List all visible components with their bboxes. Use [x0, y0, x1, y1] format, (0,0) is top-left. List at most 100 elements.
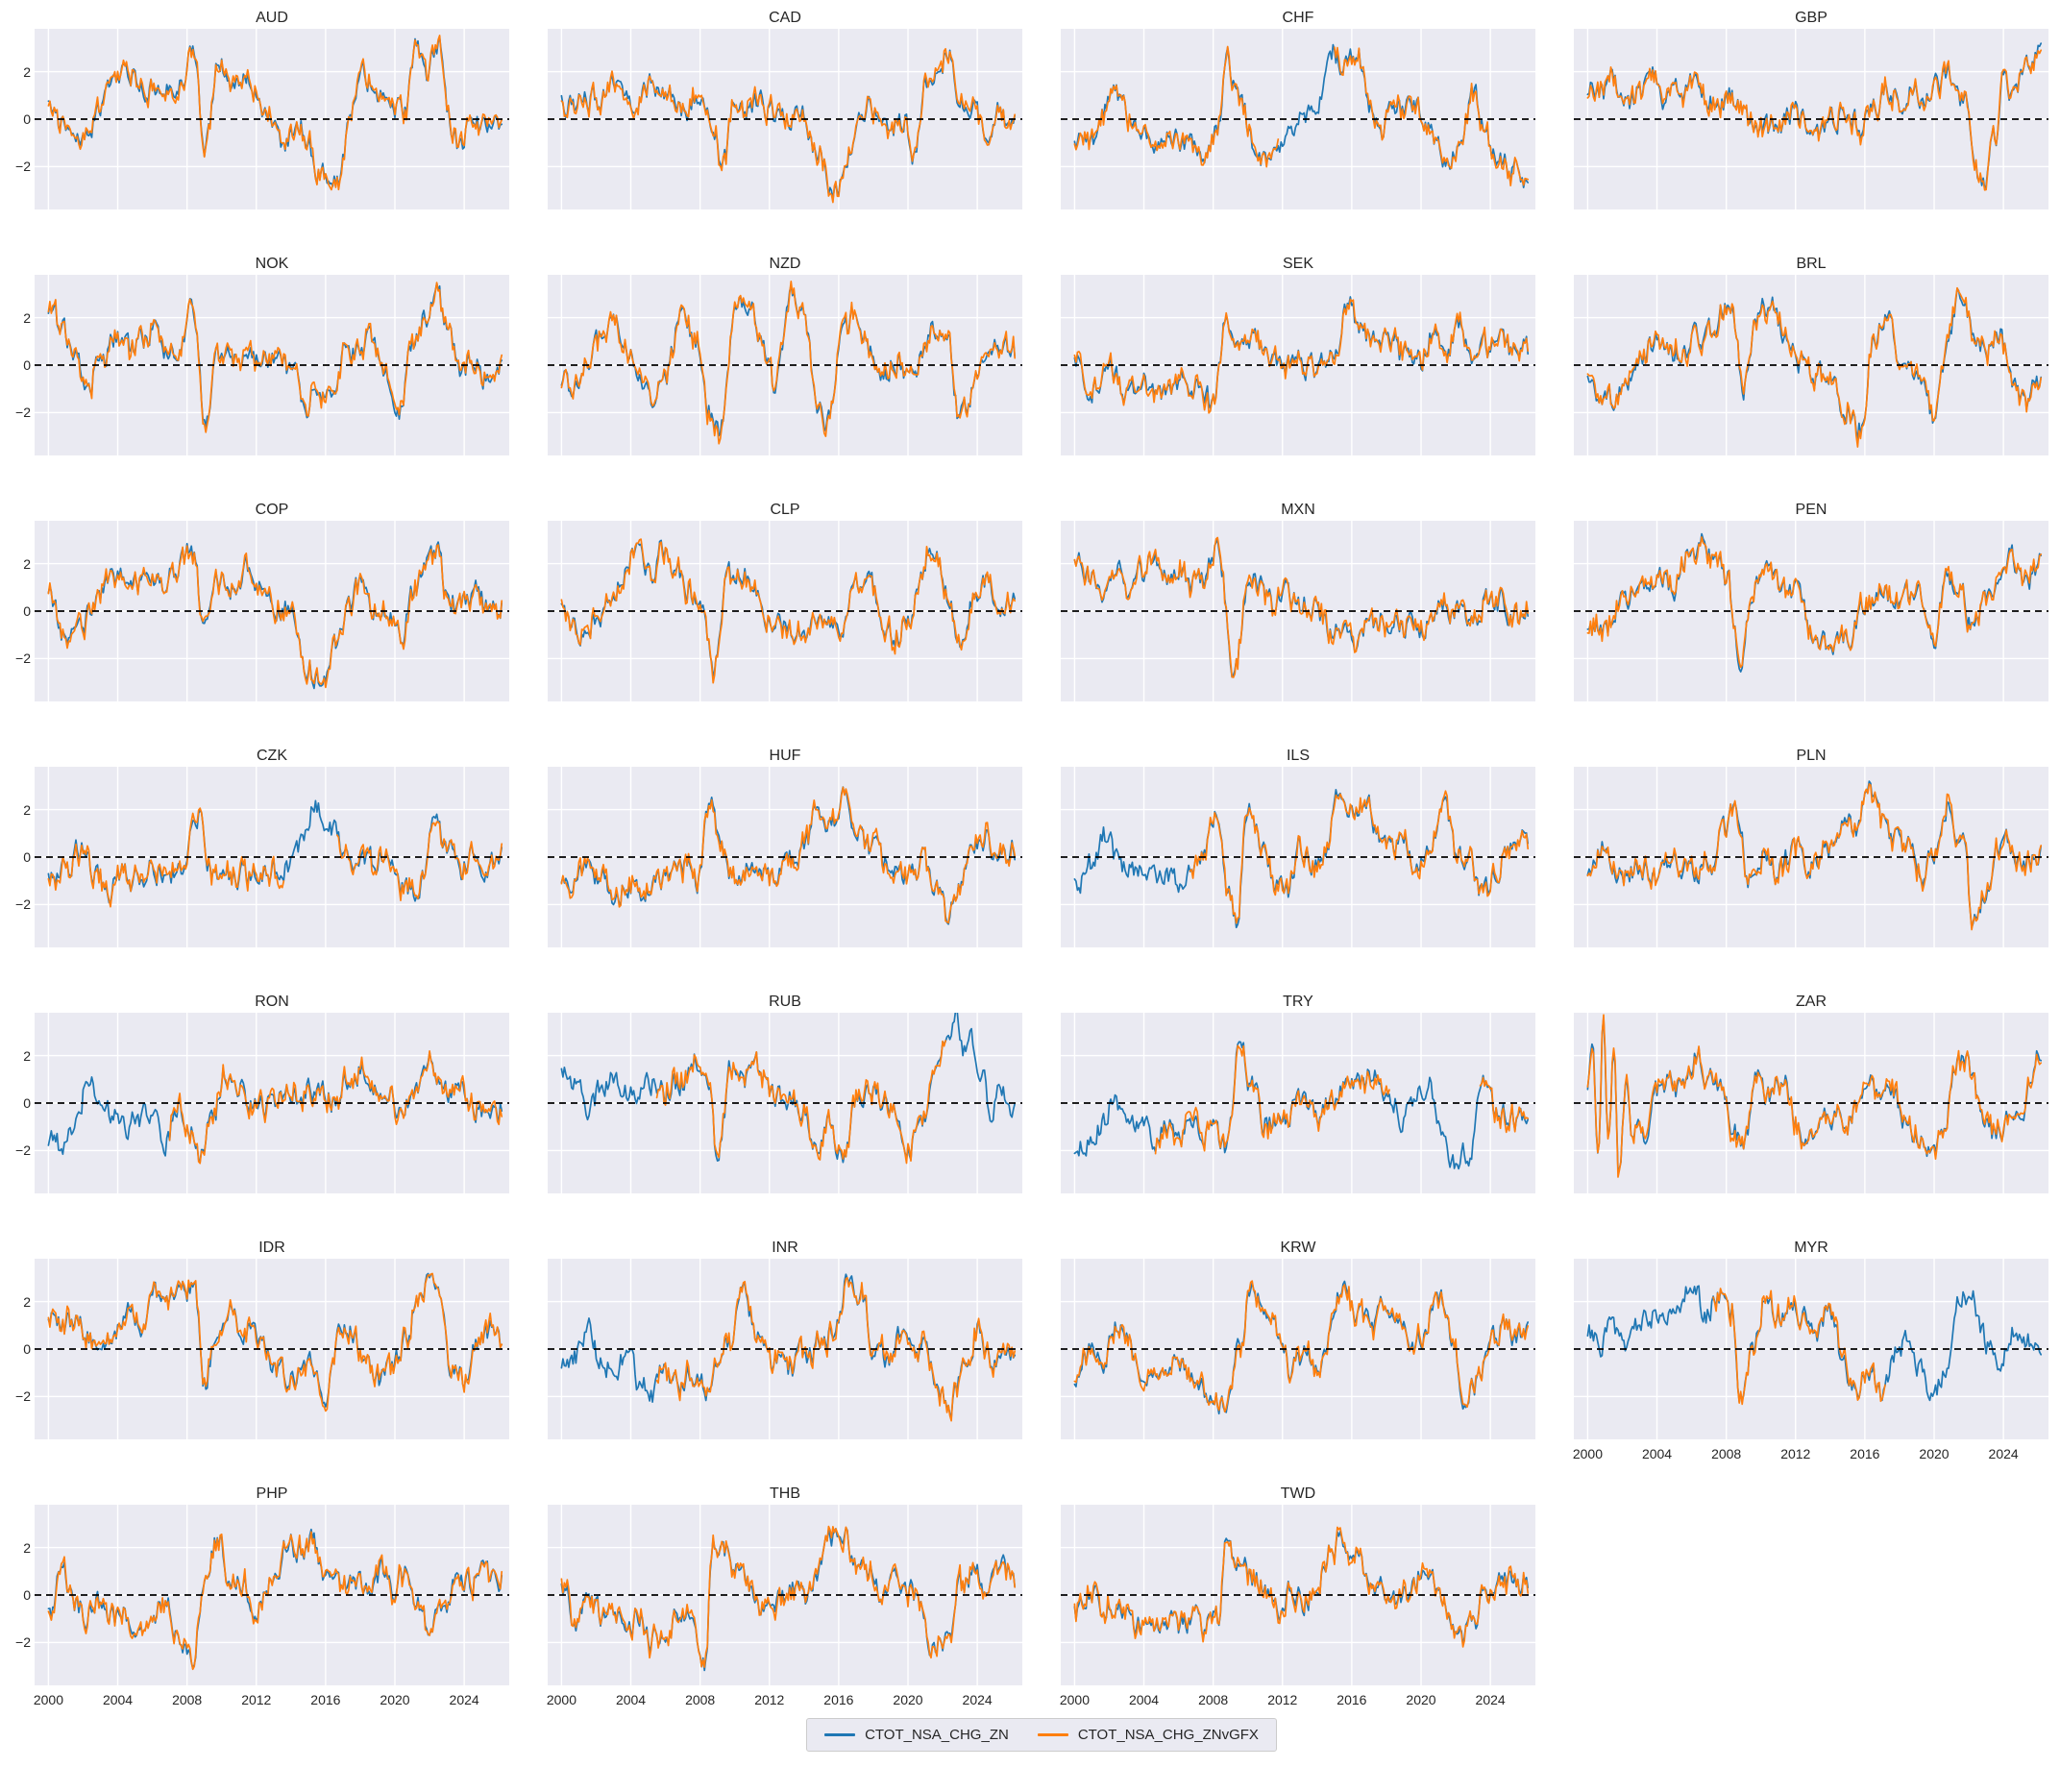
panel-myr: MYR 2000 2004 2008 2012 2016 2020 2024	[1573, 1238, 2048, 1461]
inr-plot-area	[548, 1259, 1022, 1439]
y-tick-label: 2	[23, 801, 31, 818]
y-tick-label: −2	[15, 896, 31, 913]
panel-zar: ZAR	[1574, 992, 2048, 1193]
panel-pln: PLN	[1574, 746, 2048, 947]
x-axis-ticks: 2000 2004 2008 2012 2016 2020 2024	[1573, 1439, 2048, 1462]
zngfx-line-swatch	[1037, 1733, 1068, 1736]
sek-chart	[1061, 275, 1535, 455]
panel-title-php: PHP	[256, 1485, 288, 1502]
x-tick-label: 2004	[102, 1692, 134, 1707]
panel-title-clp: CLP	[770, 502, 800, 518]
panel-krw: KRW	[1061, 1238, 1535, 1439]
panel-thb: THB 2000 2004 2008 2012 2016 2020 2024	[547, 1484, 1022, 1707]
y-tick-label: 2	[23, 1293, 31, 1310]
x-tick-label: 2000	[1059, 1692, 1090, 1707]
panel-huf: HUF	[548, 746, 1022, 947]
panel-ils: ILS	[1061, 746, 1535, 947]
x-tick-label: 2024	[962, 1692, 993, 1707]
x-axis-ticks: 2000 2004 2008 2012 2016 2020 2024	[33, 1685, 509, 1708]
krw-plot-area	[1061, 1259, 1535, 1439]
legend-item-zngfx: CTOT_NSA_CHG_ZNvGFX	[1037, 1727, 1259, 1743]
gbp-plot-area	[1574, 29, 2048, 209]
zar-plot-area	[1574, 1013, 2048, 1193]
pen-chart	[1574, 521, 2048, 701]
panel-twd: TWD 2000 2004 2008 2012 2016 2020 2024	[1060, 1484, 1535, 1707]
x-tick-label: 2012	[754, 1692, 785, 1707]
cop-chart	[35, 521, 509, 701]
cop-plot-area: 2 0 −2	[15, 521, 509, 701]
gbp-chart	[1574, 29, 2048, 209]
php-chart	[35, 1505, 509, 1685]
panel-title-nok: NOK	[255, 256, 289, 272]
huf-chart	[548, 767, 1022, 947]
ron-plot-area: 2 0 −2	[15, 1013, 509, 1193]
panel-title-brl: BRL	[1796, 256, 1827, 272]
sek-plot-area	[1061, 275, 1535, 455]
panel-inr: INR	[548, 1238, 1022, 1439]
panel-title-gbp: GBP	[1795, 10, 1827, 26]
x-tick-label: 2008	[685, 1692, 716, 1707]
czk-chart	[35, 767, 509, 947]
inr-chart	[548, 1259, 1022, 1439]
x-tick-label: 2004	[1641, 1446, 1673, 1461]
panel-idr: IDR 2 0 −2	[15, 1238, 509, 1439]
huf-plot-area	[548, 767, 1022, 947]
y-tick-label: 2	[23, 1539, 31, 1556]
chf-chart	[1061, 29, 1535, 209]
subplot-grid: AUD 2 0 −2 CAD CHF GBP NOK 2 0 −2 NZD SEK BRL COP 2 0 −2 C…	[15, 8, 2048, 1707]
panel-brl: BRL	[1574, 254, 2048, 455]
panel-clp: CLP	[548, 500, 1022, 701]
panel-title-try: TRY	[1283, 994, 1313, 1010]
x-tick-label: 2024	[449, 1692, 479, 1707]
x-tick-label: 2000	[33, 1692, 63, 1707]
x-tick-label: 2016	[1337, 1692, 1367, 1707]
y-tick-label: 0	[23, 111, 31, 127]
thb-chart	[548, 1505, 1022, 1685]
twd-plot-area: 2000 2004 2008 2012 2016 2020 2024	[1060, 1505, 1535, 1707]
legend: CTOT_NSA_CHG_ZN CTOT_NSA_CHG_ZNvGFX	[806, 1718, 1277, 1752]
rub-plot-area	[548, 1013, 1022, 1193]
try-chart	[1061, 1013, 1535, 1193]
y-tick-label: −2	[15, 159, 31, 175]
panel-title-inr: INR	[772, 1240, 798, 1256]
panel-title-chf: CHF	[1282, 10, 1314, 26]
y-tick-label: 0	[23, 849, 31, 865]
x-tick-label: 2008	[172, 1692, 203, 1707]
panel-ron: RON 2 0 −2	[15, 992, 509, 1193]
twd-chart	[1061, 1505, 1535, 1685]
y-tick-label: −2	[15, 1388, 31, 1405]
panel-title-ron: RON	[255, 994, 289, 1010]
panel-sek: SEK	[1061, 254, 1535, 455]
brl-plot-area	[1574, 275, 2048, 455]
x-tick-label: 2008	[1198, 1692, 1229, 1707]
pln-plot-area	[1574, 767, 2048, 947]
idr-chart	[35, 1259, 509, 1439]
panel-title-aud: AUD	[256, 10, 288, 26]
x-tick-label: 2012	[1267, 1692, 1298, 1707]
panel-title-myr: MYR	[1794, 1240, 1828, 1256]
clp-chart	[548, 521, 1022, 701]
pen-plot-area	[1574, 521, 2048, 701]
x-tick-label: 2012	[1780, 1446, 1811, 1461]
ils-chart	[1061, 767, 1535, 947]
panel-title-krw: KRW	[1280, 1240, 1316, 1256]
x-tick-label: 2008	[1711, 1446, 1742, 1461]
x-tick-label: 2020	[1406, 1692, 1436, 1707]
y-tick-label: 2	[23, 63, 31, 80]
aud-plot-area: 2 0 −2	[15, 29, 509, 209]
zar-chart	[1574, 1013, 2048, 1193]
nzd-chart	[548, 275, 1022, 455]
panel-title-cop: COP	[255, 502, 289, 518]
idr-plot-area: 2 0 −2	[15, 1259, 509, 1439]
panel-php: PHP 2 0 −2 2000 2004 2008 2012 2016 2020 2024	[15, 1484, 509, 1707]
x-tick-label: 2020	[893, 1692, 923, 1707]
mxn-chart	[1061, 521, 1535, 701]
panel-pen: PEN	[1574, 500, 2048, 701]
x-tick-label: 2000	[546, 1692, 576, 1707]
y-tick-label: 2	[23, 1047, 31, 1064]
myr-plot-area: 2000 2004 2008 2012 2016 2020 2024	[1573, 1259, 2048, 1461]
x-axis-ticks: 2000 2004 2008 2012 2016 2020 2024	[546, 1685, 1022, 1708]
panel-title-cad: CAD	[769, 10, 801, 26]
ron-chart	[35, 1013, 509, 1193]
panel-title-mxn: MXN	[1281, 502, 1315, 518]
